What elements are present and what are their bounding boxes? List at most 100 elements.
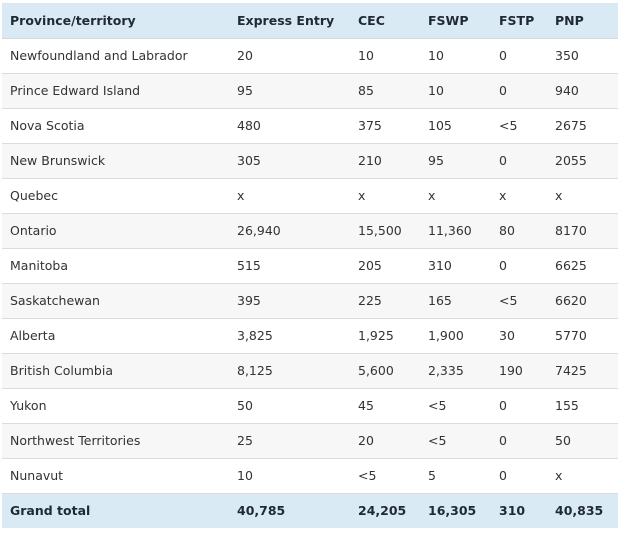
cell-cec: 20 — [350, 423, 420, 459]
cell-fstp: 0 — [491, 38, 547, 74]
cell-province: Newfoundland and Labrador — [2, 38, 229, 74]
cell-fstp: 0 — [491, 248, 547, 284]
header-fstp: FSTP — [491, 3, 547, 39]
cell-fswp: 10 — [420, 73, 491, 109]
cell-express-entry: 10 — [229, 458, 350, 494]
table-row: Alberta 3,825 1,925 1,900 30 5770 — [2, 318, 618, 354]
table-row: Prince Edward Island 95 85 10 0 940 — [2, 73, 618, 109]
cell-pnp: 350 — [547, 38, 618, 74]
header-row: Province/territory Express Entry CEC FSW… — [2, 3, 618, 39]
table-row: Nova Scotia 480 375 105 <5 2675 — [2, 108, 618, 144]
cell-fswp: 95 — [420, 143, 491, 179]
cell-cec: 45 — [350, 388, 420, 424]
table-row: Newfoundland and Labrador 20 10 10 0 350 — [2, 38, 618, 74]
cell-pnp: 6620 — [547, 283, 618, 319]
cell-pnp: 6625 — [547, 248, 618, 284]
cell-pnp: 7425 — [547, 353, 618, 389]
cell-express-entry: 305 — [229, 143, 350, 179]
table-footer: Grand total 40,785 24,205 16,305 310 40,… — [2, 493, 618, 528]
cell-express-entry: 26,940 — [229, 213, 350, 249]
cell-cec: 15,500 — [350, 213, 420, 249]
cell-express-entry: 25 — [229, 423, 350, 459]
table-row: Saskatchewan 395 225 165 <5 6620 — [2, 283, 618, 319]
table-header: Province/territory Express Entry CEC FSW… — [2, 3, 618, 39]
cell-fswp: 310 — [420, 248, 491, 284]
table-row: Northwest Territories 25 20 <5 0 50 — [2, 423, 618, 459]
cell-express-entry: 20 — [229, 38, 350, 74]
cell-fstp: <5 — [491, 283, 547, 319]
total-fstp: 310 — [491, 493, 547, 528]
total-cec: 24,205 — [350, 493, 420, 528]
cell-express-entry: 515 — [229, 248, 350, 284]
cell-cec: 375 — [350, 108, 420, 144]
cell-cec: x — [350, 178, 420, 214]
cell-pnp: 155 — [547, 388, 618, 424]
cell-province: Quebec — [2, 178, 229, 214]
cell-province: Ontario — [2, 213, 229, 249]
cell-fswp: 2,335 — [420, 353, 491, 389]
cell-fstp: 190 — [491, 353, 547, 389]
cell-cec: 85 — [350, 73, 420, 109]
cell-fstp: 0 — [491, 73, 547, 109]
cell-pnp: 8170 — [547, 213, 618, 249]
cell-province: Nova Scotia — [2, 108, 229, 144]
cell-cec: <5 — [350, 458, 420, 494]
cell-fswp: 5 — [420, 458, 491, 494]
cell-fstp: x — [491, 178, 547, 214]
total-express-entry: 40,785 — [229, 493, 350, 528]
cell-express-entry: 95 — [229, 73, 350, 109]
cell-pnp: 5770 — [547, 318, 618, 354]
total-pnp: 40,835 — [547, 493, 618, 528]
cell-province: Saskatchewan — [2, 283, 229, 319]
cell-cec: 10 — [350, 38, 420, 74]
immigration-table-container: Province/territory Express Entry CEC FSW… — [2, 3, 618, 528]
table-row: Nunavut 10 <5 5 0 x — [2, 458, 618, 494]
header-fswp: FSWP — [420, 3, 491, 39]
cell-pnp: 2055 — [547, 143, 618, 179]
table-row: Ontario 26,940 15,500 11,360 80 8170 — [2, 213, 618, 249]
grand-total-row: Grand total 40,785 24,205 16,305 310 40,… — [2, 493, 618, 528]
header-pnp: PNP — [547, 3, 618, 39]
cell-province: Nunavut — [2, 458, 229, 494]
cell-province: Manitoba — [2, 248, 229, 284]
cell-cec: 225 — [350, 283, 420, 319]
cell-fstp: 0 — [491, 423, 547, 459]
table-row: Manitoba 515 205 310 0 6625 — [2, 248, 618, 284]
cell-fstp: 0 — [491, 143, 547, 179]
cell-fswp: 10 — [420, 38, 491, 74]
cell-fswp: x — [420, 178, 491, 214]
header-express-entry: Express Entry — [229, 3, 350, 39]
header-cec: CEC — [350, 3, 420, 39]
cell-province: New Brunswick — [2, 143, 229, 179]
cell-province: Prince Edward Island — [2, 73, 229, 109]
header-province: Province/territory — [2, 3, 229, 39]
cell-express-entry: x — [229, 178, 350, 214]
cell-fswp: 11,360 — [420, 213, 491, 249]
table-row: Quebec x x x x x — [2, 178, 618, 214]
cell-pnp: x — [547, 458, 618, 494]
cell-express-entry: 8,125 — [229, 353, 350, 389]
cell-fstp: 0 — [491, 458, 547, 494]
total-label: Grand total — [2, 493, 229, 528]
cell-express-entry: 50 — [229, 388, 350, 424]
cell-fswp: 165 — [420, 283, 491, 319]
cell-pnp: 940 — [547, 73, 618, 109]
cell-cec: 5,600 — [350, 353, 420, 389]
cell-express-entry: 3,825 — [229, 318, 350, 354]
cell-express-entry: 395 — [229, 283, 350, 319]
cell-cec: 205 — [350, 248, 420, 284]
cell-fstp: 0 — [491, 388, 547, 424]
cell-province: Yukon — [2, 388, 229, 424]
cell-pnp: 50 — [547, 423, 618, 459]
cell-fswp: 1,900 — [420, 318, 491, 354]
cell-province: Northwest Territories — [2, 423, 229, 459]
total-fswp: 16,305 — [420, 493, 491, 528]
cell-fswp: 105 — [420, 108, 491, 144]
cell-cec: 210 — [350, 143, 420, 179]
table-row: British Columbia 8,125 5,600 2,335 190 7425 — [2, 353, 618, 389]
cell-fswp: <5 — [420, 423, 491, 459]
table-row: Yukon 50 45 <5 0 155 — [2, 388, 618, 424]
cell-fstp: 80 — [491, 213, 547, 249]
cell-fstp: <5 — [491, 108, 547, 144]
cell-express-entry: 480 — [229, 108, 350, 144]
